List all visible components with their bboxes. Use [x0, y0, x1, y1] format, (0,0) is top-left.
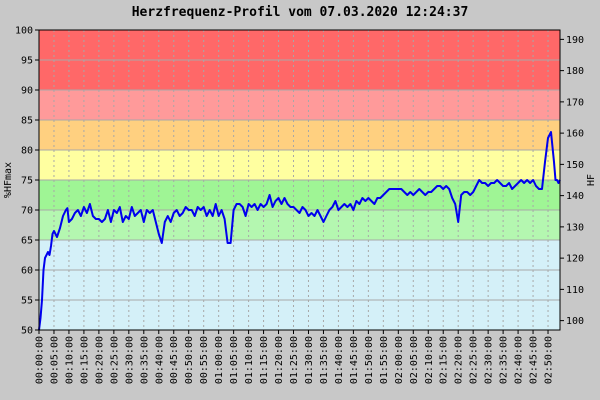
y-right-tick-label-130: 130 — [566, 222, 584, 233]
y-left-tick-label-85: 85 — [21, 116, 33, 127]
y-left-tick-label-55: 55 — [21, 296, 33, 307]
y-left-tick-label-60: 60 — [21, 266, 33, 277]
x-tick-label-20: 01:40:00 — [334, 336, 345, 384]
x-tick-label-14: 01:10:00 — [244, 336, 255, 384]
x-tick-label-28: 02:20:00 — [454, 336, 465, 384]
x-tick-label-31: 02:35:00 — [499, 336, 510, 384]
y-right-tick-label-140: 140 — [566, 191, 584, 202]
x-tick-label-16: 01:20:00 — [274, 336, 285, 384]
y-left-tick-label-95: 95 — [21, 56, 33, 67]
y-right-tick-label-180: 180 — [566, 66, 584, 77]
y-right-tick-label-150: 150 — [566, 160, 584, 171]
x-tick-label-17: 01:25:00 — [289, 336, 300, 384]
y-left-tick-label-50: 50 — [21, 326, 33, 337]
y-left-tick-label-70: 70 — [21, 206, 33, 217]
x-tick-label-15: 01:15:00 — [259, 336, 270, 384]
zone-band-4 — [39, 120, 560, 150]
x-tick-label-25: 02:05:00 — [409, 336, 420, 384]
x-tick-label-33: 02:45:00 — [529, 336, 540, 384]
y-left-tick-label-65: 65 — [21, 236, 33, 247]
x-tick-label-11: 00:55:00 — [199, 336, 210, 384]
x-tick-label-29: 02:25:00 — [469, 336, 480, 384]
zone-band-0 — [39, 240, 560, 330]
x-tick-label-21: 01:45:00 — [349, 336, 360, 384]
x-tick-label-7: 00:35:00 — [139, 336, 150, 384]
y-left-tick-label-75: 75 — [21, 176, 33, 187]
zone-band-2 — [39, 180, 560, 210]
x-tick-label-22: 01:50:00 — [364, 336, 375, 384]
x-tick-label-23: 01:55:00 — [379, 336, 390, 384]
y-axis-left: 50 55 60 65 70 75 80 85 90 95 100 — [15, 26, 39, 337]
x-tick-label-30: 02:30:00 — [484, 336, 495, 384]
x-tick-label-34: 02:50:00 — [544, 336, 555, 384]
y-left-tick-label-80: 80 — [21, 146, 33, 157]
x-tick-label-4: 00:20:00 — [94, 336, 105, 384]
y-right-tick-label-120: 120 — [566, 254, 584, 265]
x-tick-label-13: 01:05:00 — [229, 336, 240, 384]
y-right-tick-label-110: 110 — [566, 285, 584, 296]
x-tick-label-8: 00:40:00 — [154, 336, 165, 384]
y-right-tick-label-170: 170 — [566, 97, 584, 108]
x-tick-label-18: 01:30:00 — [304, 336, 315, 384]
x-tick-label-19: 01:35:00 — [319, 336, 330, 384]
x-tick-label-9: 00:45:00 — [169, 336, 180, 384]
y-right-tick-label-160: 160 — [566, 129, 584, 140]
y-axis-right: 100 110 120 130 140 150 160 170 180 190 — [560, 35, 584, 327]
series-line-0 — [38, 131, 561, 331]
zone-band-3 — [39, 150, 560, 180]
x-tick-label-2: 00:10:00 — [64, 336, 75, 384]
x-axis: 00:00:00 00:05:00 00:10:00 00:15:00 00:20:00… — [35, 330, 555, 384]
y-axis-right-label: HF — [586, 174, 597, 186]
x-tick-label-0: 00:00:00 — [35, 336, 46, 384]
series-layer — [38, 131, 561, 331]
zone-band-1 — [39, 210, 560, 240]
x-tick-label-24: 02:00:00 — [394, 336, 405, 384]
y-axis-left-label: %HFmax — [3, 162, 14, 198]
x-tick-label-3: 00:15:00 — [79, 336, 90, 384]
x-tick-label-12: 01:00:00 — [214, 336, 225, 384]
x-tick-label-26: 02:10:00 — [424, 336, 435, 384]
y-left-tick-label-90: 90 — [21, 86, 33, 97]
x-tick-label-27: 02:15:00 — [439, 336, 450, 384]
x-tick-label-32: 02:40:00 — [514, 336, 525, 384]
x-tick-label-10: 00:50:00 — [184, 336, 195, 384]
x-tick-label-5: 00:25:00 — [109, 336, 120, 384]
chart-title: Herzfrequenz-Profil vom 07.03.2020 12:24… — [132, 5, 469, 20]
y-right-tick-label-100: 100 — [566, 316, 584, 327]
zone-band-5 — [39, 90, 560, 120]
x-tick-label-6: 00:30:00 — [124, 336, 135, 384]
y-left-tick-label-100: 100 — [15, 26, 33, 37]
y-right-tick-label-190: 190 — [566, 35, 584, 46]
x-tick-label-1: 00:05:00 — [49, 336, 60, 384]
